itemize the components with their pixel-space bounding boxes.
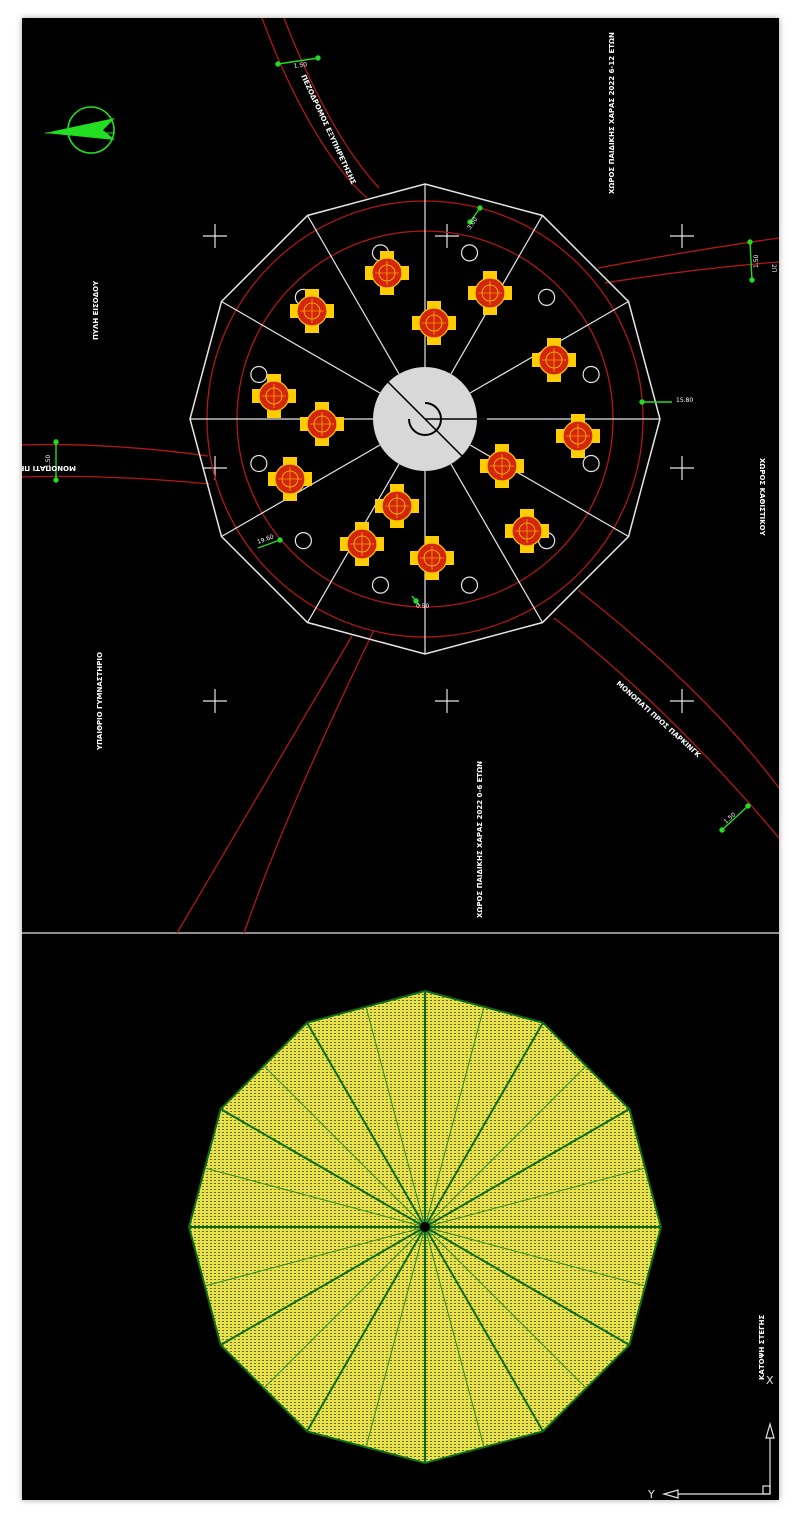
tree-icon: [480, 444, 524, 488]
tree-icon: [468, 271, 512, 315]
tree-icon: [290, 289, 334, 333]
roof-mid-rib: [365, 1226, 426, 1448]
dim-right-tag: 2Π: [770, 264, 777, 272]
ucs-icon: X Y: [647, 1374, 775, 1500]
cad-drawing[interactable]: 1.50 3.00 1.50 2Π 1.50 15.80 19.60 0.50 …: [22, 18, 779, 1500]
post-circle: [538, 288, 556, 306]
roof-rib: [220, 1226, 426, 1346]
dim-edge-bottom: 0.50: [416, 603, 430, 610]
grid-cross-icon: [670, 224, 694, 248]
roof-mid-rib: [424, 1226, 587, 1389]
dim-radius: 15.80: [676, 397, 693, 404]
grid-cross-icon: [670, 456, 694, 480]
post-circle: [371, 576, 390, 594]
dim-path-left: 1.50: [45, 454, 52, 468]
label-path-left: ΜΟΝΟΠΑΤΙ ΠΡΟΣ ΓΥΜΝΑΣΤΗΡΙΟ: [22, 464, 76, 472]
post-circle: [582, 454, 600, 473]
grid-cross-icon: [670, 689, 694, 713]
tree-icon: [375, 484, 419, 528]
label-sitting-area: ΧΩΡΟΣ ΚΑΘΙΣΤΙΚΟΥ: [758, 458, 766, 537]
grid-markers: [203, 224, 694, 713]
post-circle: [460, 244, 479, 262]
label-entrance: ΠΥΛΗ ΕΙΣΟΔΟΥ: [92, 280, 100, 340]
pavilion-plan: [189, 183, 661, 655]
label-path-top: ΠΕΖΟΔΡΟΜΟΣ ΕΞΥΠΗΡΕΤΗΣΗΣ: [299, 73, 357, 186]
label-gym: ΥΠΑΙΘΡΙΟ ΓΥΜΝΑΣΤΗΡΙΟ: [96, 652, 104, 751]
label-play-area-top: ΧΩΡΟΣ ΠΑΙΔΙΚΗΣ ΧΑΡΑΣ 2022 6-12 ΕΤΩΝ: [608, 32, 616, 194]
hatch-line: [444, 438, 473, 467]
dim-path-top: 1.50: [293, 61, 307, 70]
path-bottom-left: [176, 629, 375, 934]
spoke-line: [221, 300, 381, 394]
label-play-area-bottom: ΧΩΡΟΣ ΠΑΙΔΙΚΗΣ ΧΑΡΑΣ 2022 0-6 ΕΤΩΝ: [476, 761, 484, 918]
post-circle: [250, 365, 268, 384]
tree-icon: [252, 374, 296, 418]
roof-mid-rib: [424, 1167, 646, 1228]
path-right: [597, 237, 779, 284]
plan-labels: ΧΩΡΟΣ ΠΑΙΔΙΚΗΣ ΧΑΡΑΣ 2022 6-12 ΕΤΩΝ ΠΕΖΟ…: [22, 32, 766, 918]
tree-icon: [365, 251, 409, 295]
post-circle: [250, 454, 268, 473]
ucs-y-label: Y: [647, 1488, 655, 1500]
path-top: [261, 18, 380, 199]
grid-cross-icon: [203, 689, 227, 713]
path-left: [22, 443, 211, 485]
grid-cross-icon: [435, 224, 459, 248]
post-circle: [460, 576, 479, 594]
roof-mid-rib: [204, 1226, 426, 1287]
tree-icon: [556, 414, 600, 458]
spoke-line: [450, 463, 544, 623]
grid-cross-icon: [203, 224, 227, 248]
post-circle: [294, 532, 312, 550]
roof-mid-rib: [263, 1065, 426, 1228]
roof-mid-rib: [424, 1006, 485, 1228]
post-circle: [582, 365, 600, 384]
roof-rib: [424, 1226, 630, 1346]
dim-path-right: 1.50: [753, 254, 760, 268]
spoke-line: [221, 444, 381, 538]
dimension-marks: [53, 55, 755, 833]
roof-mid-rib: [424, 1226, 485, 1448]
tree-icon: [268, 457, 312, 501]
roof-plan: ΚΑΤΟΨΗ ΣΤΕΓΗΣ: [187, 989, 766, 1465]
path-bottom: [553, 589, 779, 839]
north-arrow-icon: [45, 106, 115, 154]
dim-edge-top: 3.00: [466, 216, 480, 231]
roof-mid-rib: [365, 1006, 426, 1228]
tree-icon: [340, 522, 384, 566]
tree-symbols: [252, 251, 600, 580]
roof-rib: [424, 1226, 544, 1432]
roof-mid-rib: [263, 1226, 426, 1389]
label-roof: ΚΑΤΟΨΗ ΣΤΕΓΗΣ: [758, 1315, 766, 1380]
roof-mid-rib: [204, 1167, 426, 1228]
tree-icon: [410, 536, 454, 580]
roof-rib: [424, 1022, 544, 1228]
ucs-x-label: X: [766, 1374, 774, 1387]
tree-icon: [532, 338, 576, 382]
roof-rib: [220, 1108, 426, 1228]
grid-cross-icon: [435, 689, 459, 713]
roof-rib: [306, 1226, 426, 1432]
dim-edge-left: 19.60: [256, 533, 275, 546]
tree-icon: [412, 301, 456, 345]
label-path-bottom: ΜΟΝΟΠΑΤΙ ΠΡΟΣ ΠΑΡΚΙΝΓΚ: [615, 680, 703, 760]
roof-rib: [424, 1108, 630, 1228]
tree-icon: [505, 509, 549, 553]
spoke-line: [306, 215, 400, 375]
roof-mid-rib: [424, 1065, 587, 1228]
tree-icon: [300, 402, 344, 446]
roof-rib: [306, 1022, 426, 1228]
center-planter: [373, 367, 487, 471]
site-plan: 1.50 3.00 1.50 2Π 1.50 15.80 19.60 0.50 …: [22, 18, 779, 934]
roof-mid-rib: [424, 1226, 646, 1287]
